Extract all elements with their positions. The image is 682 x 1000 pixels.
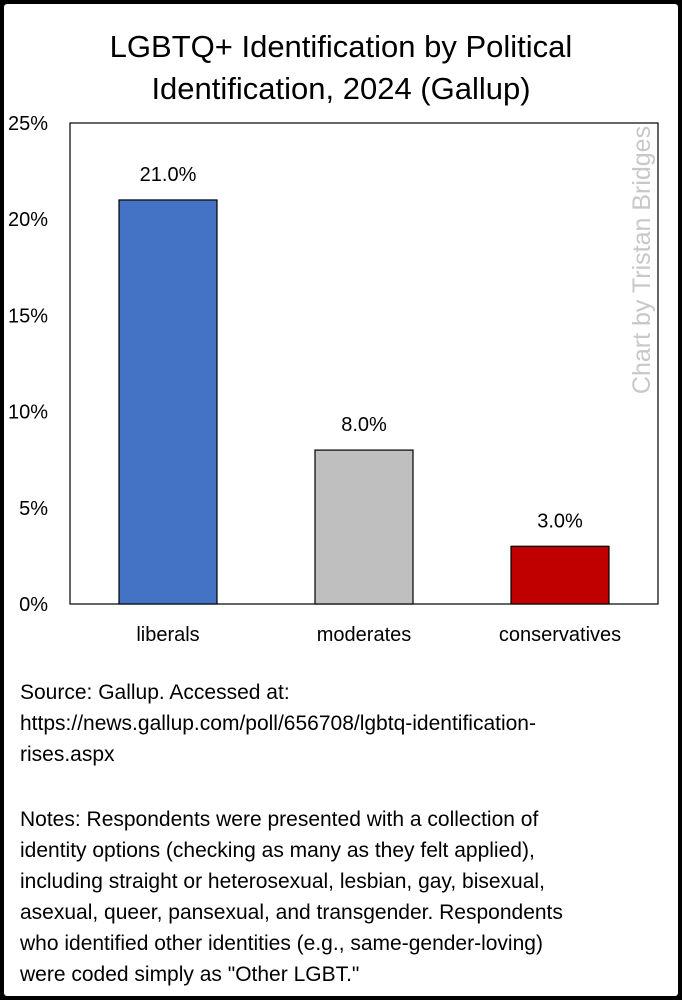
source-line: https://news.gallup.com/poll/656708/lgbt… [20, 712, 536, 735]
notes-line: Notes: Respondents were presented with a… [20, 808, 539, 831]
x-category-label: liberals [136, 624, 199, 646]
notes-line: were coded simply as "Other LGBT." [20, 963, 360, 986]
y-tick-label: 15% [8, 305, 48, 327]
chart-title: LGBTQ+ Identification by Political Ident… [109, 29, 573, 106]
bar-chart: 0% 5% 10% 15% 20% 25% 21.0% 8.0% 3.0% liberals m… [8, 113, 659, 646]
notes-line: asexual, queer, pansexual, and transgend… [20, 901, 563, 924]
bar-moderates [314, 449, 414, 605]
y-tick-label: 0% [19, 594, 48, 616]
notes-line: including straight or heterosexual, lesb… [20, 870, 545, 893]
y-tick-label: 10% [8, 402, 48, 424]
notes-line: identity options (checking as many as th… [20, 839, 535, 862]
bar-value-label: 21.0% [140, 164, 197, 186]
notes-text: Notes: Respondents were presented with a… [20, 804, 670, 990]
x-category-label: conservatives [499, 624, 621, 646]
y-tick-label: 5% [19, 498, 48, 520]
source-line: Source: Gallup. Accessed at: [20, 681, 290, 704]
source-note: Source: Gallup. Accessed at: https://news… [20, 677, 670, 770]
source-line: rises.aspx [20, 743, 115, 766]
watermark: Chart by Tristan Bridges [628, 126, 656, 394]
x-category-label: moderates [317, 624, 412, 646]
y-tick-label: 20% [8, 209, 48, 231]
notes-line: who identified other identities (e.g., s… [20, 932, 543, 955]
bar-value-label: 3.0% [537, 510, 583, 532]
y-tick-label: 25% [8, 113, 48, 135]
bar-conservatives [510, 545, 610, 605]
bar-value-label: 8.0% [341, 414, 387, 436]
bar-liberals [118, 199, 218, 605]
